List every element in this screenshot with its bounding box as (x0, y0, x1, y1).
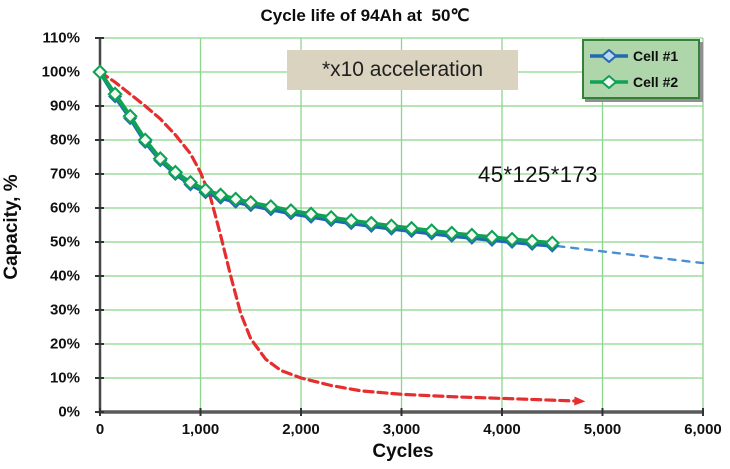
diamond-marker-icon (107, 86, 123, 102)
cell1-line-marker-icon (590, 49, 628, 63)
diamond-marker-icon (227, 191, 244, 207)
diamond-marker-icon (303, 206, 319, 222)
x-tick-label: 6,000 (684, 421, 722, 438)
y-tick-label: 70% (49, 165, 80, 183)
y-tick-label: 0% (58, 403, 80, 421)
series-x10-accelerated-trend (98, 70, 586, 406)
diamond-marker-icon (504, 231, 520, 247)
arrowhead-icon (574, 396, 586, 406)
dimensions-annotation: 45*125*173 (478, 162, 599, 187)
diamond-marker-icon (182, 174, 199, 191)
x-tick-label: 0 (95, 421, 105, 438)
x-tick-label: 4,000 (483, 421, 521, 438)
diamond-marker-icon (283, 203, 299, 219)
diamond-marker-icon (343, 212, 359, 229)
diamond-marker-icon (92, 64, 108, 80)
legend-entry-cell-1: Cell #1 (588, 48, 694, 64)
legend-label-cell-2: Cell #2 (633, 74, 679, 90)
acceleration-annotation: *x10 acceleration (287, 50, 518, 90)
diamond-marker-icon (167, 164, 184, 180)
y-tick-label: 60% (49, 199, 80, 217)
legend-entry-cell-2: Cell #2 (588, 74, 694, 90)
legend-label-cell-1: Cell #1 (633, 48, 679, 64)
x-axis-title: Cycles (372, 441, 434, 462)
diamond-marker-icon (263, 198, 279, 215)
x-tick-label: 5,000 (583, 421, 622, 438)
y-tick-label: 40% (49, 267, 80, 285)
y-tick-label: 80% (49, 131, 80, 149)
y-tick-label: 110% (42, 29, 80, 47)
diamond-marker-icon (423, 223, 440, 239)
diamond-marker-icon (383, 218, 400, 234)
legend: Cell #1 Cell #2 (582, 39, 700, 99)
y-tick-label: 20% (49, 335, 80, 353)
diamond-marker-icon (212, 187, 229, 203)
y-tick-label: 90% (49, 97, 80, 115)
diamond-marker-icon (197, 182, 214, 198)
cell2-line-marker-icon (590, 75, 628, 89)
y-tick-label: 10% (49, 369, 80, 387)
diamond-marker-icon (403, 220, 420, 237)
diamond-marker-icon (444, 225, 460, 241)
diamond-marker-icon (524, 233, 540, 250)
diamond-marker-icon (137, 132, 153, 148)
x-tick-label: 2,000 (282, 421, 320, 438)
y-tick-label: 30% (49, 301, 80, 319)
diamond-marker-icon (544, 235, 560, 251)
x-tick-label: 1,000 (181, 421, 220, 438)
diamond-marker-icon (152, 151, 168, 167)
series-cell-1-projection (556, 244, 705, 265)
series-cell-2 (92, 64, 560, 251)
chart-title: Cycle life of 94Ah at 50℃ (260, 6, 470, 25)
x-tick-label: 3,000 (382, 421, 421, 438)
y-tick-label: 50% (49, 233, 80, 251)
diamond-marker-icon (323, 209, 339, 226)
y-tick-label: 100% (41, 63, 80, 81)
diamond-marker-icon (464, 227, 480, 243)
diamond-marker-icon (484, 229, 500, 245)
axes (95, 37, 704, 416)
diamond-marker-icon (243, 194, 259, 211)
diamond-marker-icon (363, 215, 380, 231)
diamond-marker-icon (122, 108, 138, 124)
